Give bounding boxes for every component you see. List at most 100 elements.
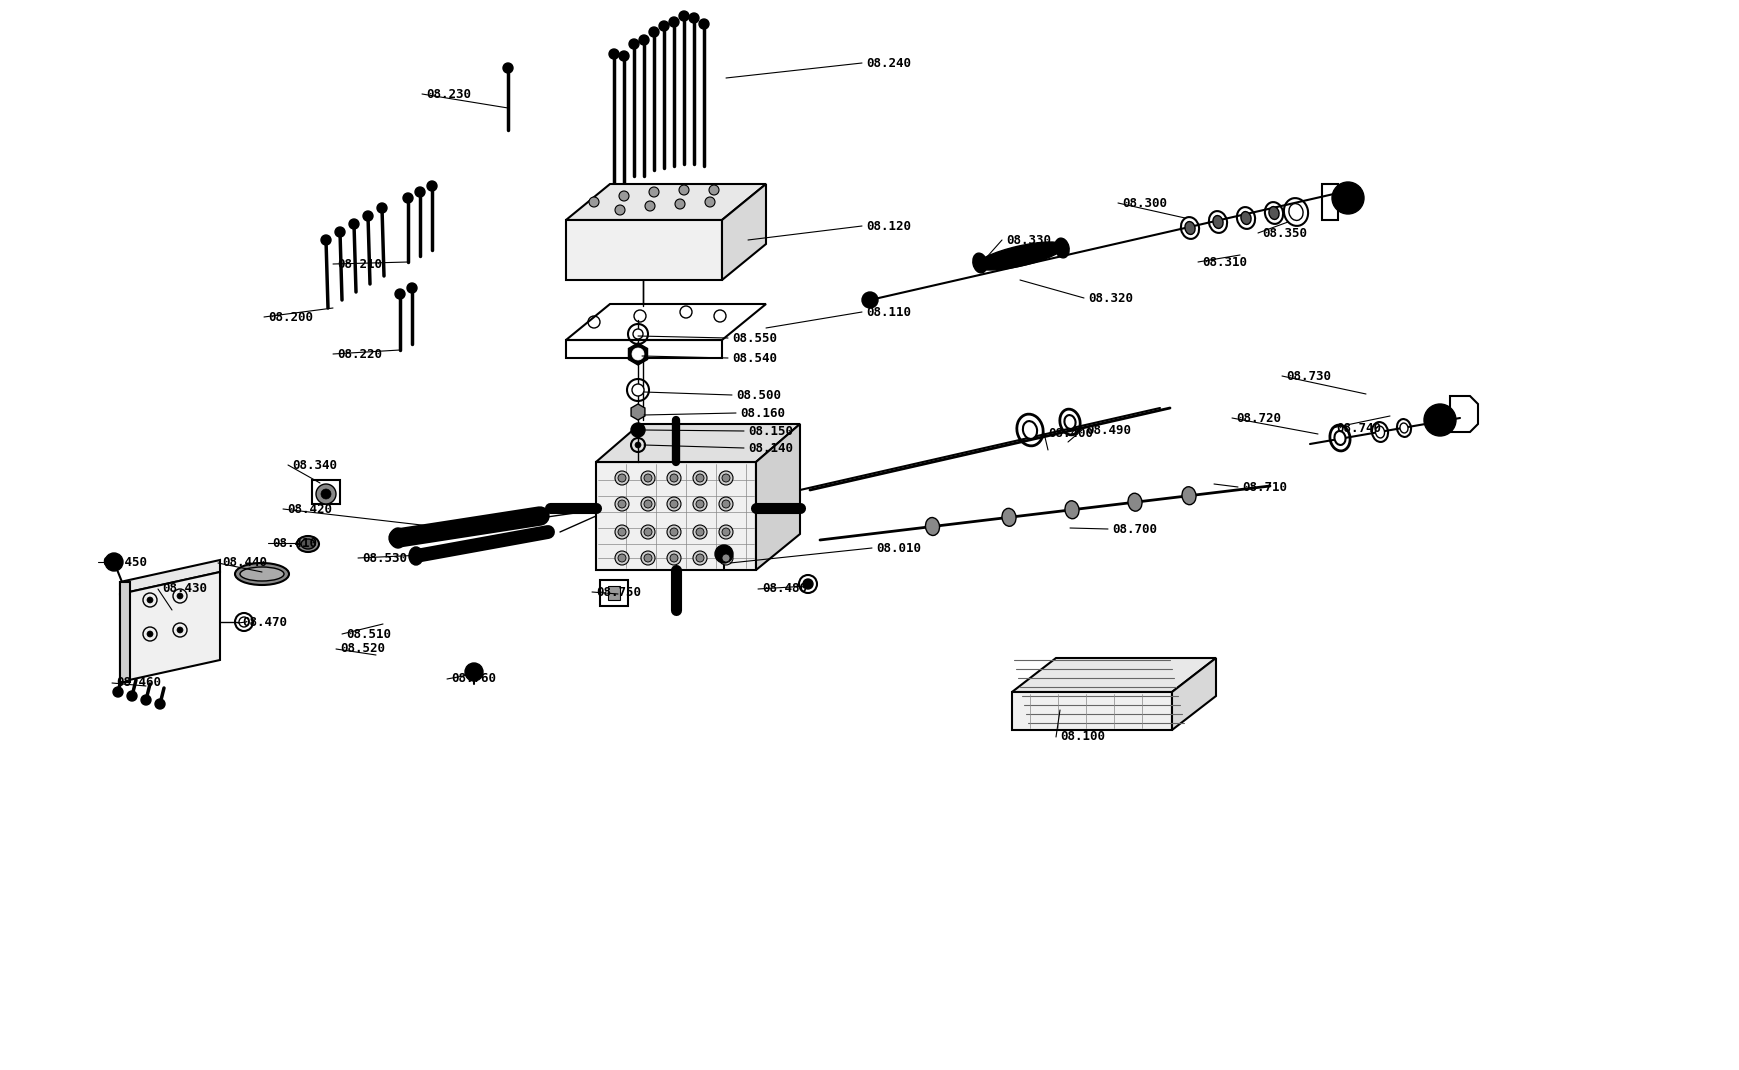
Ellipse shape (1127, 493, 1141, 511)
Circle shape (320, 235, 330, 245)
Circle shape (631, 384, 643, 396)
Ellipse shape (1023, 422, 1036, 439)
Circle shape (155, 699, 165, 709)
Circle shape (416, 187, 424, 197)
Circle shape (619, 51, 628, 61)
Text: 08.340: 08.340 (292, 459, 337, 472)
Text: 08.750: 08.750 (596, 585, 640, 598)
Ellipse shape (1334, 431, 1344, 445)
Text: 08.300: 08.300 (1122, 197, 1167, 210)
Circle shape (718, 525, 732, 539)
Ellipse shape (1268, 207, 1278, 219)
Circle shape (645, 201, 654, 211)
Text: 08.240: 08.240 (866, 57, 911, 70)
Ellipse shape (1212, 215, 1223, 228)
Text: 08.720: 08.720 (1235, 412, 1280, 425)
Ellipse shape (297, 536, 318, 552)
Circle shape (668, 17, 678, 27)
Polygon shape (1172, 658, 1216, 730)
Circle shape (403, 193, 412, 203)
Text: 08.440: 08.440 (223, 556, 266, 569)
Ellipse shape (1374, 426, 1384, 438)
Circle shape (666, 525, 680, 539)
Text: 08.550: 08.550 (732, 332, 777, 345)
Circle shape (692, 471, 706, 485)
Polygon shape (565, 184, 765, 220)
Ellipse shape (976, 242, 1063, 270)
Circle shape (670, 528, 678, 536)
Circle shape (464, 663, 483, 681)
Ellipse shape (235, 563, 289, 585)
Circle shape (718, 496, 732, 511)
Ellipse shape (1002, 508, 1016, 526)
Text: 08.490: 08.490 (1085, 424, 1130, 437)
Text: 08.430: 08.430 (162, 582, 207, 596)
Text: 08.010: 08.010 (875, 541, 920, 554)
Text: 08.460: 08.460 (117, 676, 162, 689)
Text: 08.410: 08.410 (271, 536, 316, 550)
Polygon shape (120, 572, 219, 682)
Polygon shape (1012, 658, 1216, 692)
Circle shape (617, 528, 626, 536)
Circle shape (670, 500, 678, 508)
Polygon shape (120, 560, 219, 594)
Ellipse shape (1184, 221, 1195, 234)
Circle shape (127, 691, 137, 701)
Ellipse shape (1064, 415, 1075, 429)
Circle shape (614, 551, 628, 565)
Text: 08.350: 08.350 (1261, 227, 1306, 240)
Circle shape (722, 528, 730, 536)
Circle shape (631, 423, 645, 437)
Text: 08.730: 08.730 (1285, 369, 1330, 382)
Polygon shape (631, 404, 645, 421)
Text: 08.700: 08.700 (1111, 522, 1156, 535)
Circle shape (715, 545, 732, 563)
Circle shape (617, 474, 626, 482)
Circle shape (666, 551, 680, 565)
Circle shape (177, 593, 183, 599)
Circle shape (802, 579, 812, 588)
Circle shape (350, 219, 358, 229)
Circle shape (395, 289, 405, 299)
Circle shape (696, 528, 704, 536)
Text: 08.480: 08.480 (762, 582, 807, 596)
Circle shape (689, 13, 699, 22)
Circle shape (609, 49, 619, 59)
Ellipse shape (301, 539, 315, 549)
Circle shape (617, 500, 626, 508)
Text: 08.120: 08.120 (866, 219, 911, 232)
Circle shape (696, 500, 704, 508)
Circle shape (635, 442, 640, 448)
Text: 08.740: 08.740 (1336, 422, 1381, 434)
Text: 08.470: 08.470 (242, 616, 287, 629)
Circle shape (649, 187, 659, 197)
Polygon shape (596, 424, 800, 462)
Circle shape (666, 496, 680, 511)
Text: 08.160: 08.160 (739, 407, 784, 419)
Ellipse shape (409, 547, 423, 565)
Circle shape (675, 199, 685, 209)
Polygon shape (565, 220, 722, 280)
Polygon shape (120, 582, 130, 682)
Circle shape (146, 631, 153, 637)
Circle shape (640, 471, 654, 485)
Circle shape (699, 19, 708, 29)
Text: 08.400: 08.400 (1047, 427, 1092, 440)
Text: 08.760: 08.760 (450, 673, 496, 686)
Polygon shape (628, 343, 647, 365)
Circle shape (316, 484, 336, 504)
Circle shape (649, 27, 659, 37)
Circle shape (708, 185, 718, 195)
Text: 08.140: 08.140 (748, 442, 793, 455)
Circle shape (643, 554, 652, 562)
Circle shape (1423, 404, 1456, 435)
Text: 08.230: 08.230 (426, 88, 471, 101)
Text: 08.200: 08.200 (268, 310, 313, 323)
Circle shape (628, 39, 638, 49)
Ellipse shape (1289, 203, 1303, 220)
Circle shape (696, 554, 704, 562)
Circle shape (640, 551, 654, 565)
Circle shape (640, 525, 654, 539)
Circle shape (407, 282, 417, 293)
Text: 08.310: 08.310 (1202, 256, 1247, 269)
